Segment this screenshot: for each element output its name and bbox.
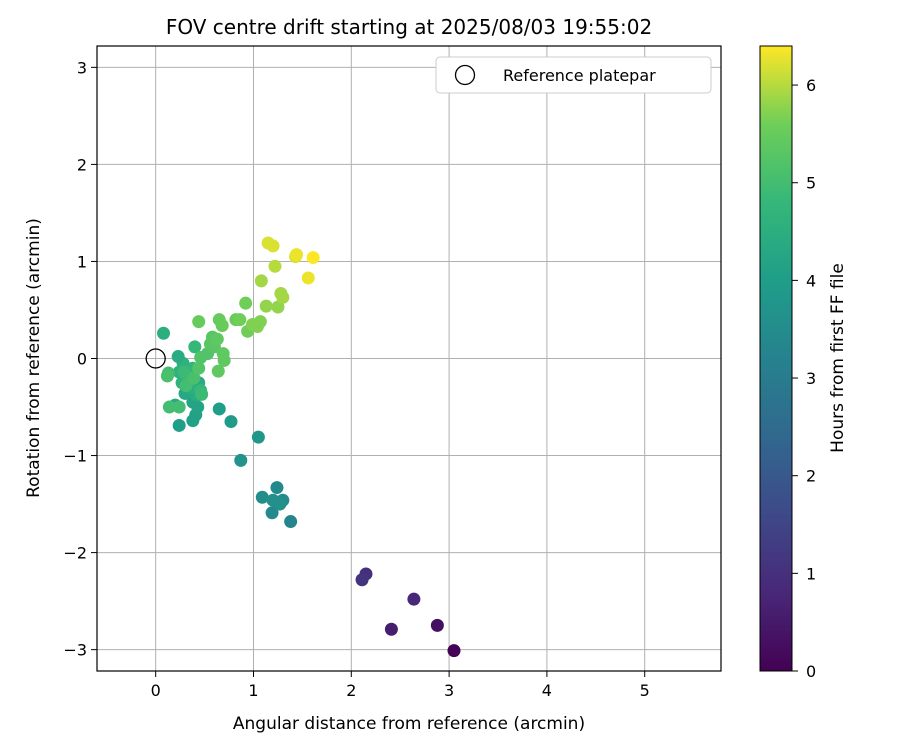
data-point [239, 296, 253, 310]
x-tick-label: 5 [640, 681, 650, 700]
data-point [210, 332, 224, 346]
legend-box [435, 56, 712, 94]
data-point [407, 592, 421, 606]
y-tick-label: 0 [77, 350, 87, 369]
colorbar-tick-label: 6 [806, 76, 816, 95]
data-point [217, 353, 231, 367]
data-point [276, 290, 290, 304]
colorbar-ticks: 0 1 2 3 4 5 6 [792, 76, 816, 681]
data-point [270, 481, 284, 495]
y-tick-label: −1 [63, 447, 87, 466]
y-tick-label: 1 [77, 252, 87, 271]
grid-lines [97, 46, 721, 671]
y-axis-label: Rotation from reference (arcmin) [24, 218, 44, 498]
data-point [172, 400, 186, 414]
data-point [251, 430, 265, 444]
y-tick-label: −2 [63, 544, 87, 563]
data-point [215, 319, 229, 333]
y-tick-label: 3 [77, 58, 87, 77]
data-point [384, 622, 398, 636]
legend: Reference platepar [435, 56, 712, 94]
data-point [447, 644, 461, 658]
data-point [254, 274, 268, 288]
x-tick-label: 3 [444, 681, 454, 700]
data-point [188, 340, 202, 354]
y-axis-ticks: −3 −2 −1 0 1 2 3 [63, 58, 97, 660]
x-tick-label: 0 [151, 681, 161, 700]
colorbar-tick-label: 1 [806, 564, 816, 583]
legend-label: Reference platepar [503, 66, 656, 85]
colorbar-label: Hours from first FF file [828, 263, 848, 453]
data-point [212, 402, 226, 416]
data-points [157, 236, 461, 658]
data-point [162, 400, 176, 414]
colorbar-tick-label: 3 [806, 369, 816, 388]
colorbar-tick-label: 2 [806, 467, 816, 486]
data-point [284, 515, 298, 529]
data-point [172, 418, 186, 432]
data-point [192, 315, 206, 329]
x-axis-ticks: 0 1 2 3 4 5 [151, 671, 650, 700]
data-point [187, 371, 201, 385]
data-point [306, 251, 320, 265]
legend-marker [454, 64, 476, 86]
data-point [268, 259, 282, 273]
y-tick-label: −3 [63, 641, 87, 660]
data-point [259, 299, 273, 313]
data-point [301, 271, 315, 285]
chart-title: FOV centre drift starting at 2025/08/03 … [166, 15, 652, 39]
data-point [224, 415, 238, 429]
x-axis-label: Angular distance from reference (arcmin) [233, 714, 585, 734]
data-point [273, 497, 287, 511]
data-point [430, 618, 444, 632]
data-point [195, 387, 209, 401]
data-point [234, 453, 248, 467]
data-point [253, 315, 267, 329]
data-point [211, 364, 225, 378]
data-point [160, 369, 174, 383]
x-tick-label: 2 [346, 681, 356, 700]
reference-marker [145, 348, 166, 369]
data-point [271, 300, 285, 314]
data-point [355, 573, 369, 587]
colorbar-tick-label: 0 [806, 662, 816, 681]
reference-platepar-marker [145, 348, 166, 369]
data-point [255, 490, 269, 504]
data-point [265, 506, 279, 520]
data-point [157, 326, 171, 340]
data-point [171, 350, 185, 364]
colorbar [759, 45, 793, 672]
data-point [233, 313, 247, 327]
x-tick-label: 4 [542, 681, 552, 700]
data-point [192, 361, 206, 375]
y-tick-label: 2 [77, 155, 87, 174]
colorbar-tick-label: 5 [806, 174, 816, 193]
data-point [290, 248, 304, 262]
data-point [266, 239, 280, 253]
x-tick-label: 1 [248, 681, 258, 700]
colorbar-tick-label: 4 [806, 271, 816, 290]
